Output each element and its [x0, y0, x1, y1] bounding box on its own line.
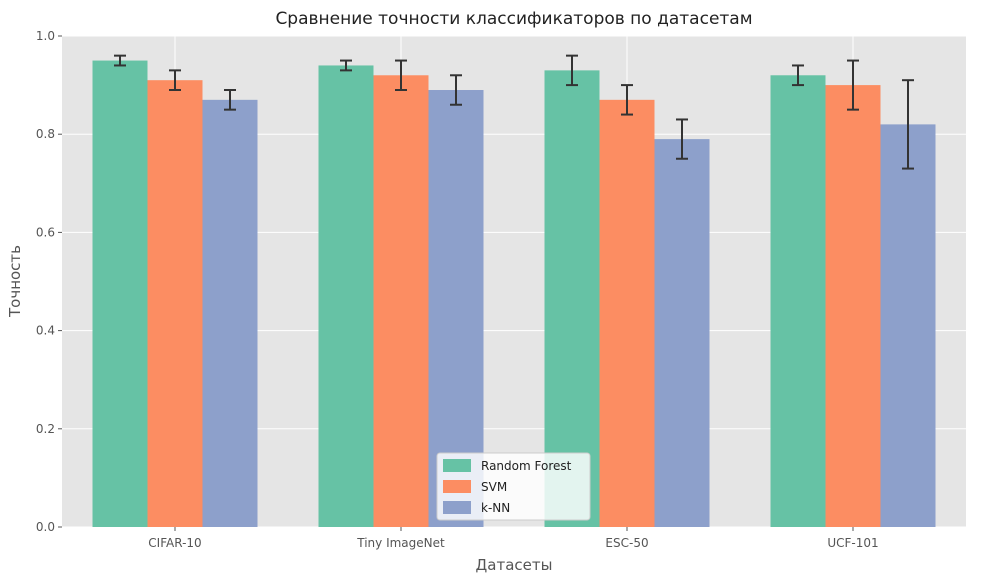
y-axis-ticks: 0.0 0.2 0.4 0.6 0.8 1.0	[36, 29, 62, 534]
bar	[202, 99, 258, 527]
bar	[92, 60, 148, 528]
bar	[770, 75, 826, 527]
legend-label: SVM	[481, 480, 507, 494]
x-tick-label: UCF-101	[827, 536, 878, 550]
x-tick-label: Tiny ImageNet	[356, 536, 445, 550]
y-tick-label: 0.0	[36, 520, 55, 534]
bar	[654, 139, 710, 528]
legend-swatch	[443, 459, 471, 472]
bar	[544, 70, 600, 528]
x-tick-label: CIFAR-10	[148, 536, 201, 550]
chart-title: Сравнение точности классификаторов по да…	[275, 9, 752, 29]
x-axis-label: Датасеты	[476, 556, 553, 574]
bar	[373, 75, 429, 527]
x-tick-label: ESC-50	[605, 536, 648, 550]
bar	[318, 65, 374, 528]
y-tick-label: 0.2	[36, 422, 55, 436]
y-tick-label: 1.0	[36, 29, 55, 43]
legend: Random Forest SVM k-NN	[436, 452, 591, 521]
bar	[880, 124, 936, 527]
y-tick-label: 0.8	[36, 127, 55, 141]
x-axis-ticks: CIFAR-10 Tiny ImageNet ESC-50 UCF-101	[148, 527, 879, 550]
legend-box	[436, 452, 591, 521]
bar	[599, 99, 655, 527]
legend-label: Random Forest	[481, 459, 572, 473]
y-tick-label: 0.6	[36, 225, 55, 239]
y-axis-label: Точность	[6, 245, 24, 318]
legend-swatch	[443, 501, 471, 514]
bar	[147, 80, 203, 527]
bars	[92, 60, 936, 528]
legend-swatch	[443, 480, 471, 493]
legend-label: k-NN	[481, 501, 510, 515]
error-bars	[114, 54, 914, 170]
y-tick-label: 0.4	[36, 324, 55, 338]
bar	[825, 85, 881, 527]
